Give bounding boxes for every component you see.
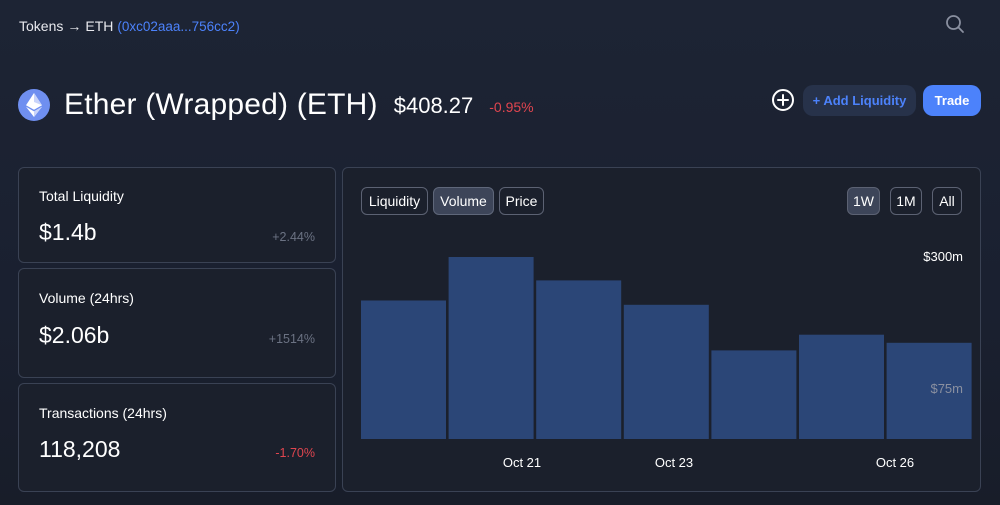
range-1w-button[interactable]: 1W	[847, 187, 880, 215]
breadcrumb-arrow: →	[67, 18, 82, 34]
add-liquidity-button[interactable]: + Add Liquidity	[803, 85, 916, 116]
volume-bar[interactable]	[886, 342, 972, 439]
trade-button[interactable]: Trade	[923, 85, 981, 116]
range-1m-button[interactable]: 1M	[890, 187, 922, 215]
stat-label: Volume (24hrs)	[39, 290, 134, 306]
stat-value: $1.4b	[39, 219, 97, 245]
x-tick-label: Oct 21	[503, 455, 541, 470]
search-icon[interactable]	[944, 13, 966, 35]
stat-change: +2.44%	[272, 230, 315, 244]
stat-label: Total Liquidity	[39, 188, 124, 204]
volume-bar-chart: $300m $75m Oct 21 Oct 23 Oct 26	[361, 249, 972, 470]
tab-price[interactable]: Price	[499, 187, 544, 215]
stat-value: $2.06b	[39, 322, 110, 348]
x-tick-label: Oct 23	[655, 455, 693, 470]
volume-bar[interactable]	[361, 300, 446, 440]
volume-bar[interactable]	[536, 280, 622, 439]
token-price-change: -0.95%	[489, 99, 534, 115]
tab-liquidity[interactable]: Liquidity	[361, 187, 428, 215]
token-header: Ether (Wrapped) (ETH) $408.27 -0.95%	[18, 86, 534, 124]
y-tick-label: $75m	[930, 381, 963, 396]
range-all-button[interactable]: All	[932, 187, 962, 215]
token-price: $408.27	[393, 93, 474, 118]
ethereum-icon	[18, 89, 50, 121]
x-tick-label: Oct 26	[876, 455, 914, 470]
breadcrumb-current: ETH	[85, 18, 114, 34]
volume-bar[interactable]	[448, 257, 534, 439]
stat-card-total-liquidity: Total Liquidity $1.4b +2.44%	[18, 167, 336, 263]
volume-bar[interactable]	[711, 350, 797, 439]
plus-circle-icon[interactable]	[772, 89, 794, 111]
token-address-link[interactable]: (0xc02aaa...756cc2)	[117, 18, 240, 34]
breadcrumb-tokens-link[interactable]: Tokens	[19, 18, 64, 34]
stat-change: +1514%	[268, 332, 315, 346]
volume-bar[interactable]	[799, 334, 884, 439]
tab-volume[interactable]: Volume	[433, 187, 494, 215]
stat-value: 118,208	[39, 436, 121, 462]
chart-card: Liquidity Volume Price 1W 1M All $300m $7…	[342, 167, 981, 492]
breadcrumb: Tokens → ETH (0xc02aaa...756cc2)	[19, 18, 240, 34]
stat-card-volume: Volume (24hrs) $2.06b +1514%	[18, 268, 336, 378]
token-name: Ether (Wrapped) (ETH)	[64, 88, 378, 121]
stat-change: -1.70%	[275, 446, 315, 460]
y-tick-label: $300m	[923, 249, 963, 264]
stat-card-transactions: Transactions (24hrs) 118,208 -1.70%	[18, 383, 336, 492]
volume-bar[interactable]	[623, 304, 709, 439]
stat-label: Transactions (24hrs)	[39, 405, 167, 421]
